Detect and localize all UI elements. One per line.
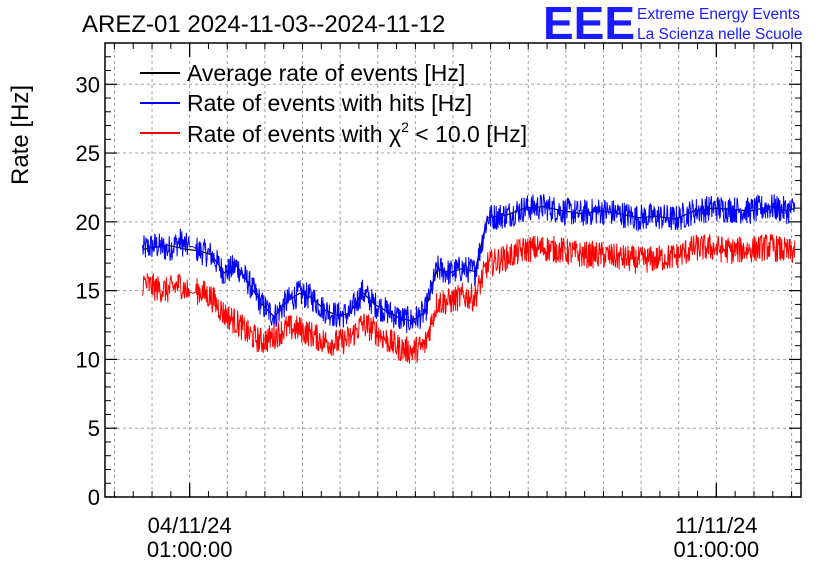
y-tick-label: 25 — [76, 141, 100, 166]
y-tick-label: 20 — [76, 210, 100, 235]
legend-label-hits: Rate of events with hits [Hz] — [187, 90, 472, 116]
y-tick-label: 15 — [76, 279, 100, 304]
eee-logo: EEE — [543, 0, 635, 49]
legend: Average rate of events [Hz] Rate of even… — [140, 60, 527, 147]
chart-grid — [105, 43, 801, 497]
chart-series-layer — [142, 194, 796, 364]
logo-subtitle-line2: La Scienza nelle Scuole — [637, 26, 802, 43]
series-line-0 — [142, 206, 795, 322]
x-tick-label-time: 01:00:00 — [147, 537, 233, 562]
chart-title: AREZ-01 2024-11-03--2024-11-12 — [82, 11, 445, 38]
y-tick-label: 0 — [88, 485, 100, 510]
x-tick-label-date: 04/11/24 — [148, 513, 232, 538]
y-axis-label: Rate [Hz] — [7, 85, 34, 185]
series-line-2 — [142, 233, 796, 364]
legend-label-chi2: Rate of events with χ2 < 10.0 [Hz] — [187, 119, 527, 147]
logo-subtitle-line1: Extreme Energy Events — [637, 6, 800, 23]
y-tick-label: 10 — [76, 347, 100, 372]
chart-ticks: 05101520253004/11/2401:00:0011/11/2401:0… — [76, 43, 801, 562]
legend-label-average: Average rate of events [Hz] — [187, 60, 465, 86]
series-line-1 — [142, 194, 796, 333]
x-tick-label-time: 01:00:00 — [674, 537, 760, 562]
x-tick-label-date: 11/11/24 — [675, 513, 757, 538]
y-tick-label: 5 — [88, 416, 100, 441]
y-tick-label: 30 — [76, 72, 100, 97]
